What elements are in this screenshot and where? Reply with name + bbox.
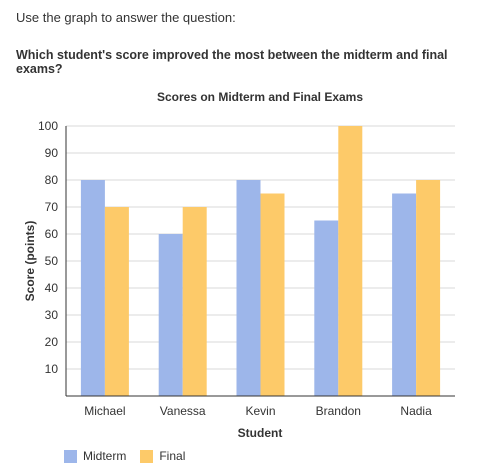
y-tick-labels: 10 20 30 40 50 60 70 80 90 100 (38, 119, 58, 376)
category-label: Brandon (316, 404, 361, 418)
y-axis-label: Score (points) (23, 221, 37, 302)
bar-final-nadia (416, 180, 441, 396)
bar-final-vanessa (182, 207, 207, 396)
legend: Midterm Final (64, 449, 199, 463)
category-label: Vanessa (160, 404, 206, 418)
y-tick-label: 60 (45, 227, 59, 241)
y-tick-label: 70 (45, 200, 59, 214)
bar-midterm-vanessa (158, 234, 183, 396)
bar-chart: Scores on Midterm and Final Exams 10 20 30… (23, 90, 455, 440)
y-tick-label: 50 (45, 254, 59, 268)
y-tick-label: 90 (45, 146, 59, 160)
y-tick-label: 100 (38, 119, 58, 133)
bar-midterm-nadia (392, 193, 417, 396)
bar-midterm-brandon (314, 220, 339, 396)
category-label: Nadia (400, 404, 432, 418)
y-tick-label: 80 (45, 173, 59, 187)
chart-title: Scores on Midterm and Final Exams (157, 90, 363, 104)
y-tick-label: 20 (45, 335, 59, 349)
y-tick-label: 40 (45, 281, 59, 295)
bar-final-brandon (338, 126, 363, 396)
legend-swatch-midterm (64, 449, 77, 463)
question-text: Which student's score improved the most … (16, 48, 448, 76)
bar-midterm-michael (80, 180, 105, 396)
bar-midterm-kevin (236, 180, 261, 396)
category-label: Kevin (245, 404, 275, 418)
legend-item-midterm: Midterm (64, 449, 126, 463)
x-axis-label: Student (238, 426, 283, 440)
legend-item-final: Final (140, 449, 185, 463)
bar-final-michael (104, 207, 129, 396)
y-tick-label: 10 (45, 362, 59, 376)
bar-final-kevin (260, 193, 285, 396)
bars (80, 126, 441, 396)
legend-label-final: Final (159, 449, 186, 463)
category-labels: Michael Vanessa Kevin Brandon Nadia (84, 404, 432, 418)
instruction-text: Use the graph to answer the question: (16, 10, 236, 25)
legend-swatch-final (140, 449, 154, 463)
legend-label-midterm: Midterm (83, 449, 127, 463)
category-label: Michael (84, 404, 125, 418)
y-tick-label: 30 (45, 308, 59, 322)
